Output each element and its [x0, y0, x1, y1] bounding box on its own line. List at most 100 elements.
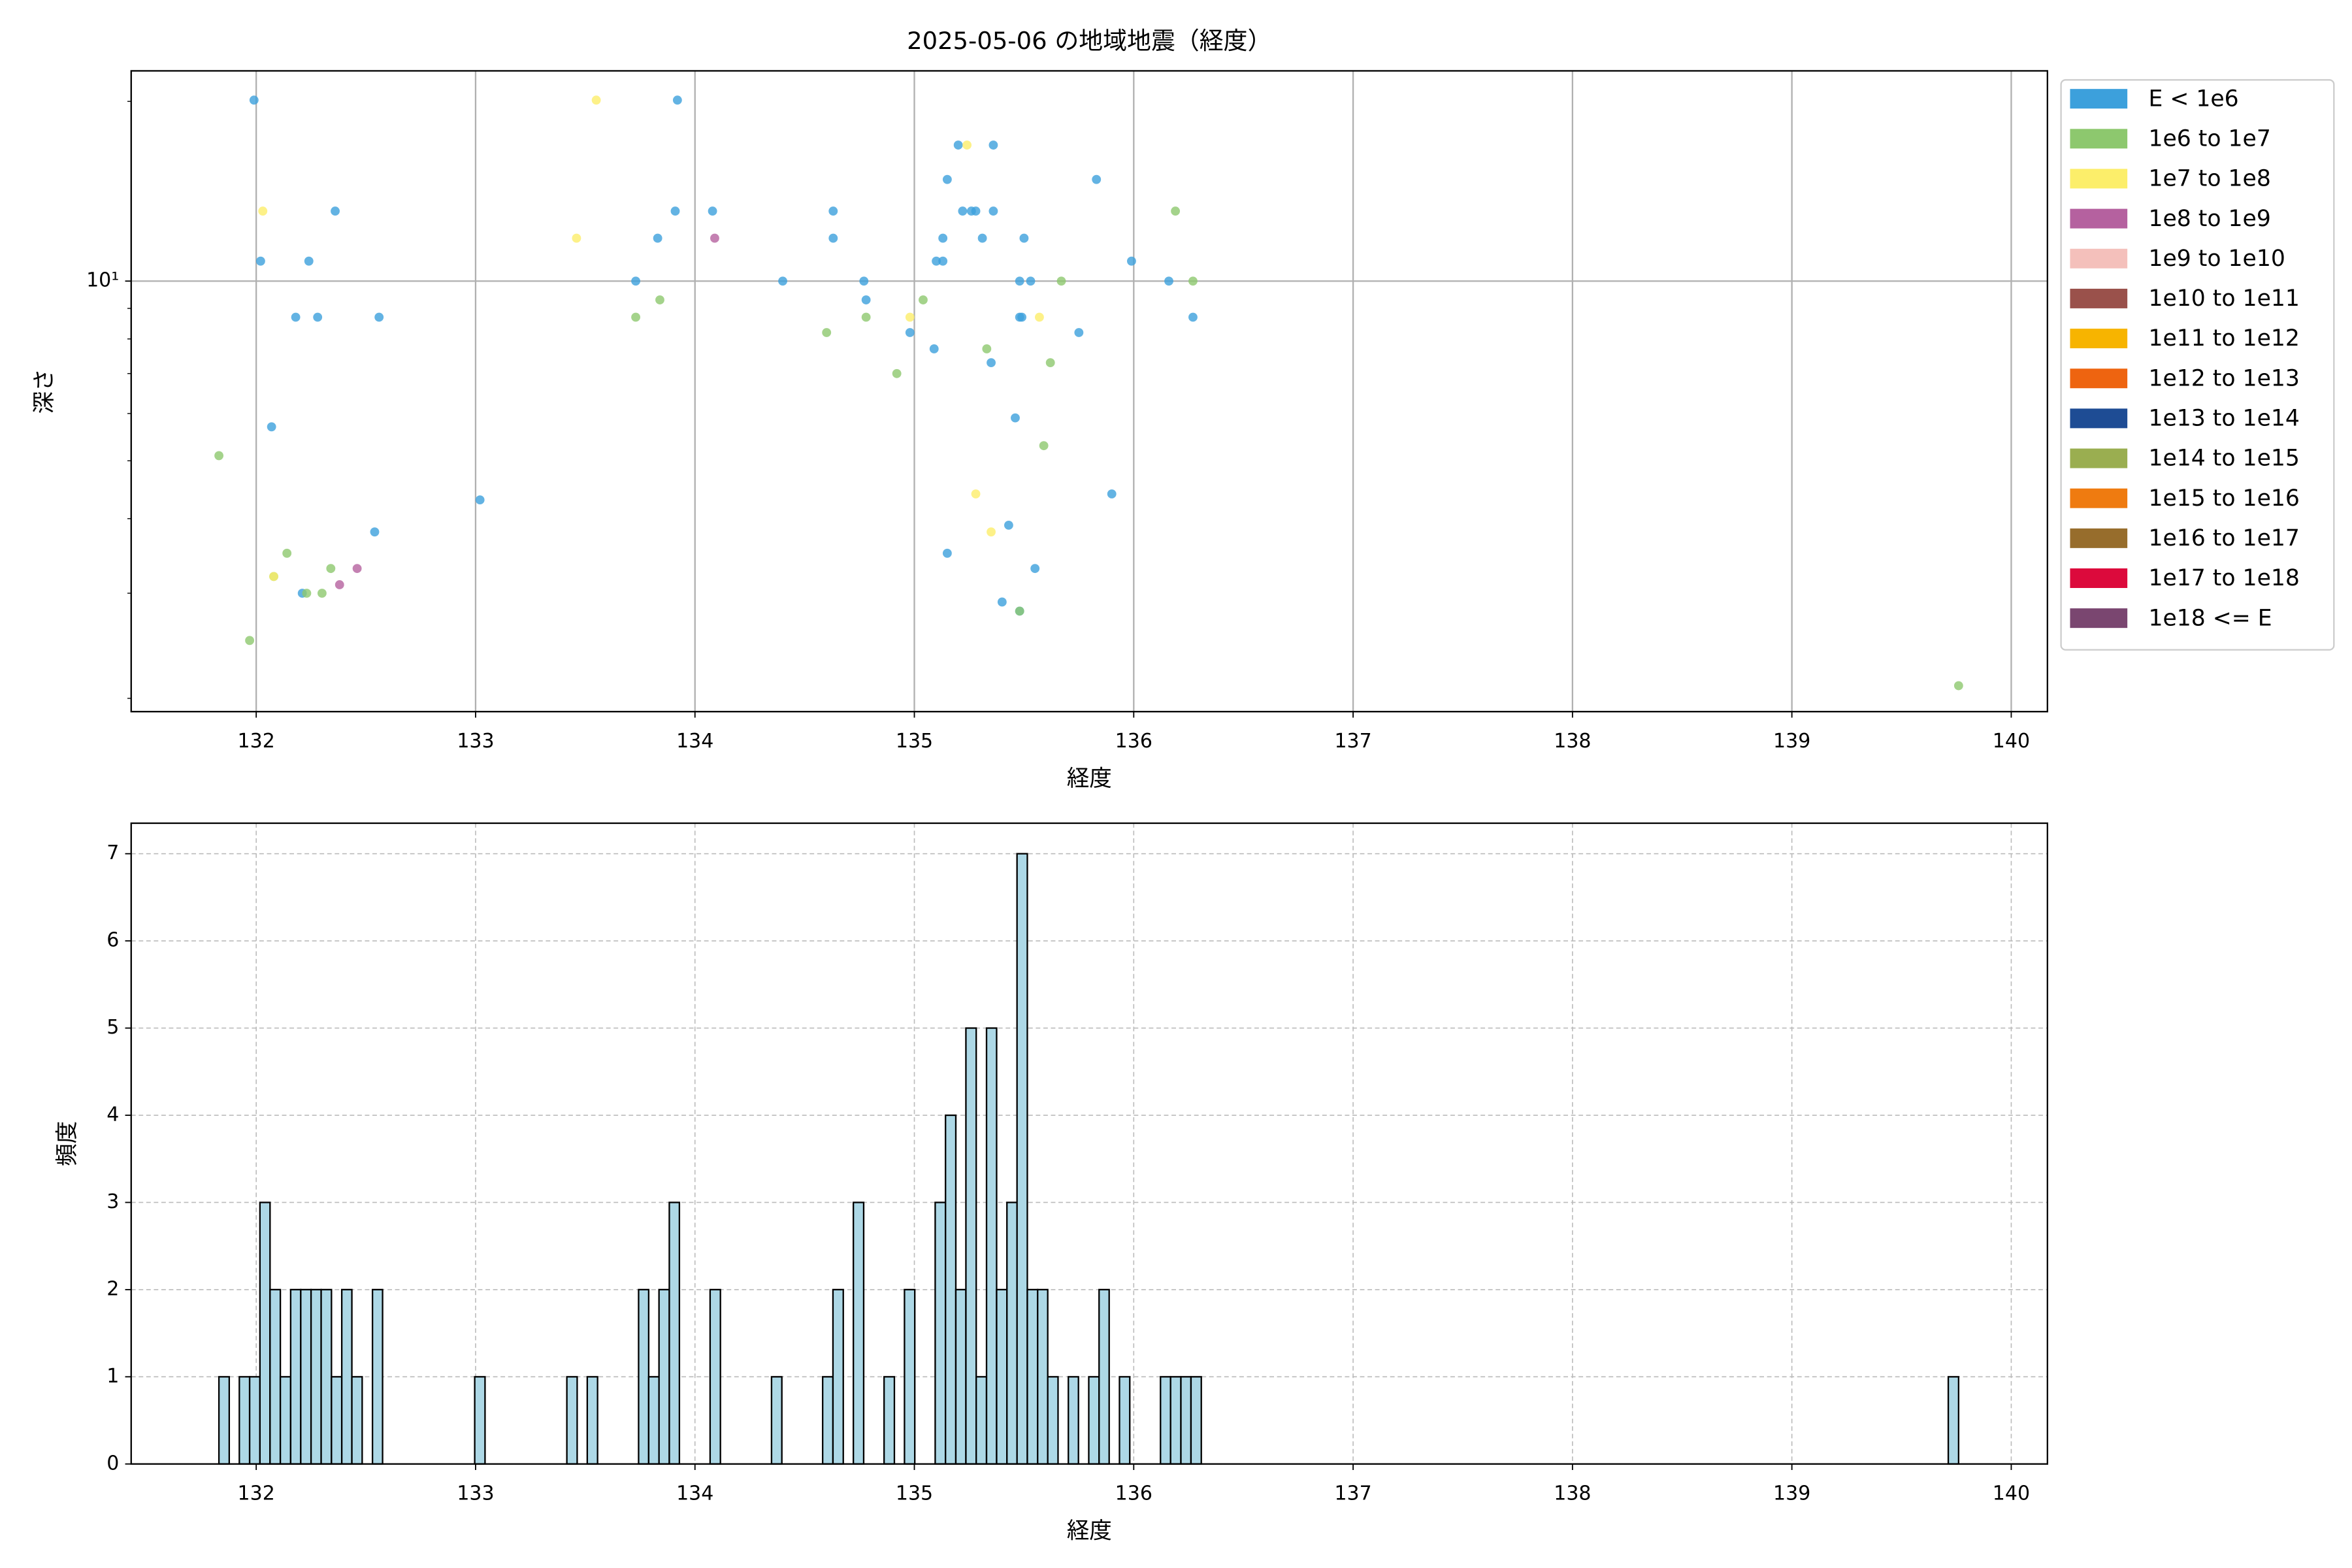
point: [861, 295, 871, 304]
legend-label: 1e14 to 1e15: [2148, 446, 2299, 472]
chart-title: 2025-05-06 の地域地震（経度）: [907, 27, 1271, 55]
bar: [351, 1376, 363, 1465]
y-axis-label: 頻度: [54, 1121, 80, 1166]
legend-label: 1e15 to 1e16: [2148, 485, 2299, 512]
legend-label: 1e17 to 1e18: [2148, 565, 2299, 591]
point: [370, 527, 380, 537]
bar: [965, 1027, 977, 1465]
point: [938, 233, 948, 243]
legend-label: 1e6 to 1e7: [2148, 125, 2270, 152]
bar: [934, 1201, 947, 1465]
bar: [822, 1376, 834, 1465]
legend-label: 1e9 to 1e10: [2148, 246, 2285, 272]
bar: [340, 1288, 353, 1465]
point: [988, 206, 998, 216]
bar: [853, 1201, 865, 1465]
point: [374, 312, 384, 322]
point: [317, 589, 327, 598]
point: [932, 256, 941, 266]
point: [942, 174, 952, 184]
point: [1015, 276, 1024, 286]
bar: [1169, 1376, 1182, 1465]
point: [313, 312, 323, 322]
point: [282, 548, 292, 558]
x-tick-label: 138: [1554, 730, 1591, 753]
point: [953, 140, 963, 150]
point: [1164, 276, 1173, 286]
point: [1092, 174, 1102, 184]
point: [653, 233, 662, 243]
bar: [1037, 1288, 1049, 1465]
x-tick-label: 138: [1554, 1482, 1591, 1505]
point: [971, 489, 981, 498]
legend-patch: [2070, 528, 2128, 548]
point: [1127, 256, 1136, 266]
bar: [218, 1376, 231, 1465]
legend-patch: [2070, 568, 2128, 588]
point: [1026, 276, 1036, 286]
bar: [248, 1376, 261, 1465]
point: [304, 256, 314, 266]
point: [255, 256, 265, 266]
bar: [904, 1288, 916, 1465]
bar: [996, 1288, 1008, 1465]
x-axis-label: 経度: [1067, 766, 1112, 792]
x-tick-label: 135: [896, 730, 933, 753]
legend-patch: [2070, 248, 2128, 269]
legend-label: 1e12 to 1e13: [2148, 365, 2299, 391]
point: [828, 206, 838, 216]
point: [1015, 606, 1024, 616]
point: [291, 312, 301, 322]
x-tick-label: 134: [676, 1482, 713, 1505]
bar: [1180, 1376, 1192, 1465]
point: [861, 312, 871, 322]
point: [326, 564, 336, 574]
bar: [832, 1288, 844, 1465]
bar: [566, 1376, 578, 1465]
point: [214, 451, 224, 461]
bar: [1160, 1376, 1171, 1465]
point: [1188, 276, 1198, 286]
point: [1039, 441, 1049, 451]
point: [269, 572, 278, 581]
bar: [945, 1114, 957, 1465]
point: [631, 276, 640, 286]
point: [1074, 328, 1084, 337]
point: [1953, 681, 1963, 691]
legend-patch: [2070, 89, 2128, 109]
point: [335, 580, 344, 589]
x-tick-label: 137: [1334, 1482, 1371, 1505]
bar: [474, 1376, 486, 1465]
x-tick-label: 132: [238, 730, 275, 753]
point: [670, 206, 680, 216]
point: [1030, 564, 1040, 574]
legend-patch: [2070, 488, 2128, 508]
point: [655, 295, 664, 304]
x-tick-label: 139: [1773, 1482, 1810, 1505]
point: [1107, 489, 1117, 498]
bar: [586, 1376, 598, 1465]
point: [919, 295, 928, 304]
bar: [1006, 1201, 1018, 1465]
bar: [300, 1288, 312, 1465]
x-tick-label: 137: [1334, 730, 1371, 753]
point: [1011, 413, 1020, 423]
point: [591, 95, 601, 105]
point: [302, 589, 312, 598]
point: [942, 548, 952, 558]
bar: [770, 1376, 783, 1465]
point: [822, 328, 832, 337]
y-tick-label: 3: [106, 1190, 119, 1213]
bar: [1068, 1376, 1079, 1465]
bar: [647, 1376, 660, 1465]
y-tick-label: 0: [106, 1452, 119, 1475]
y-axis-label: 深さ: [31, 368, 57, 414]
y-tick-label: 5: [106, 1016, 119, 1039]
bar: [638, 1288, 650, 1465]
point: [778, 276, 787, 286]
point: [1056, 276, 1066, 286]
bar: [1119, 1376, 1131, 1465]
axes-frame: [130, 70, 2048, 713]
legend-patch: [2070, 408, 2128, 429]
point: [892, 368, 902, 378]
